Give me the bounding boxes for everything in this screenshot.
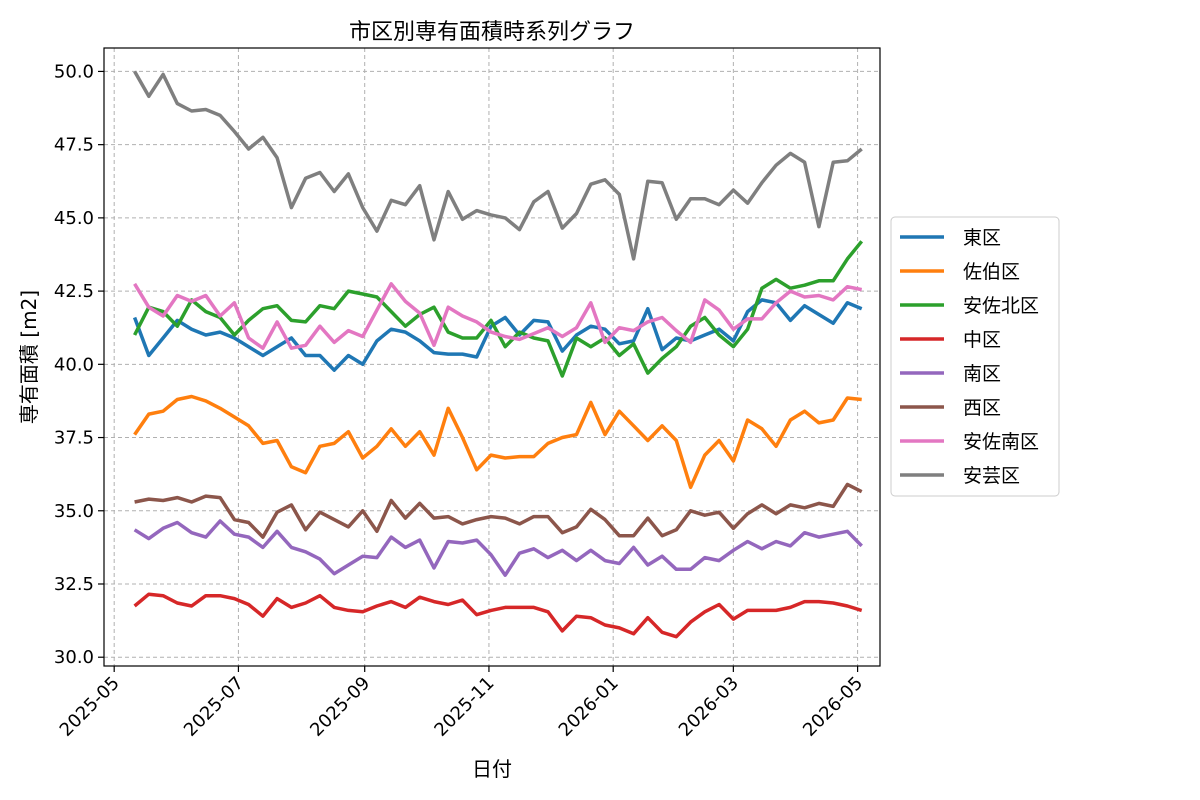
- series-line-西区: [134, 482, 863, 539]
- legend-label: 東区: [963, 227, 1001, 249]
- legend-frame: [890, 216, 1060, 497]
- y-tick-label: 32.5: [54, 574, 94, 595]
- legend-label: 南区: [963, 363, 1001, 385]
- series-line-東区: [132, 298, 863, 372]
- y-tick-label: 47.5: [54, 135, 94, 156]
- legend-label: 安佐北区: [963, 295, 1039, 317]
- series-group: [132, 70, 864, 639]
- y-tick-label: 40.0: [54, 354, 94, 375]
- legend-label: 佐伯区: [963, 261, 1020, 283]
- y-tick-label: 37.5: [54, 428, 94, 449]
- y-axis: 30.0 32.5 35.0 37.5 40.0 42.5 45.0 47.5 50.0: [54, 61, 104, 668]
- y-tick-label: 50.0: [54, 61, 94, 82]
- series-line-安芸区: [133, 70, 863, 261]
- series-line-南区: [133, 519, 863, 577]
- y-tick-label: 35.0: [54, 501, 94, 522]
- y-tick-label: 42.5: [54, 281, 94, 302]
- legend-label: 安芸区: [963, 465, 1020, 487]
- plot-area-frame: [103, 47, 881, 667]
- series-line-佐伯区: [133, 394, 862, 490]
- y-axis-title: 専有面積 [m2]: [17, 290, 41, 424]
- legend-label: 中区: [963, 329, 1001, 351]
- series-line-中区: [133, 592, 863, 639]
- y-tick-label: 30.0: [54, 647, 94, 668]
- y-tick-label: 45.0: [54, 208, 94, 229]
- chart-title: 市区別専有面積時系列グラフ: [349, 20, 635, 45]
- legend-label: 西区: [963, 397, 1001, 419]
- series-line-安佐南区: [133, 282, 863, 350]
- x-axis-title: 日付: [472, 757, 512, 781]
- grid: [104, 48, 880, 666]
- legend-label: 安佐南区: [963, 431, 1039, 453]
